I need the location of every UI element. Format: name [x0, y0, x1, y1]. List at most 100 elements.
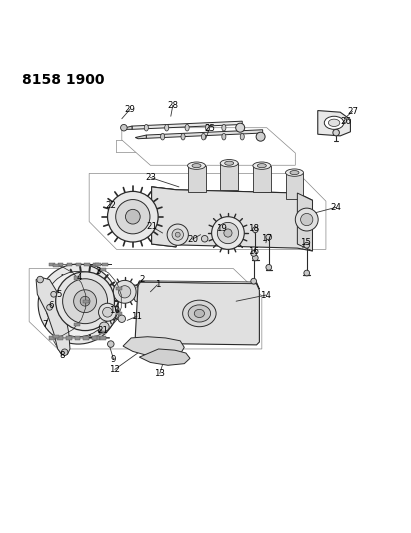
Text: 10: 10	[109, 306, 120, 315]
Ellipse shape	[201, 133, 206, 140]
Ellipse shape	[187, 162, 206, 169]
Bar	[49, 263, 55, 266]
Polygon shape	[36, 278, 70, 354]
Text: 17: 17	[261, 234, 272, 243]
Bar	[49, 336, 55, 340]
Text: 12: 12	[109, 365, 120, 374]
Ellipse shape	[222, 133, 226, 140]
Bar	[76, 263, 81, 266]
Circle shape	[99, 303, 116, 321]
Text: 4: 4	[77, 273, 83, 282]
Bar	[116, 287, 122, 290]
Text: 6: 6	[48, 301, 54, 310]
Ellipse shape	[222, 124, 226, 131]
Bar	[58, 336, 63, 340]
Text: 20: 20	[187, 235, 198, 244]
Circle shape	[201, 236, 208, 242]
Polygon shape	[123, 337, 184, 357]
Ellipse shape	[290, 171, 299, 175]
Circle shape	[80, 296, 90, 306]
Text: 7: 7	[43, 320, 48, 329]
Text: 3: 3	[96, 267, 101, 276]
Text: 15: 15	[300, 238, 311, 247]
Ellipse shape	[256, 132, 265, 141]
Bar	[74, 276, 80, 280]
Polygon shape	[89, 173, 326, 249]
Text: 21: 21	[146, 222, 157, 231]
Circle shape	[266, 234, 272, 240]
Text: 14: 14	[261, 290, 271, 300]
Text: 5: 5	[57, 290, 62, 299]
Bar	[95, 263, 101, 266]
Polygon shape	[135, 135, 146, 139]
Text: 8: 8	[59, 351, 65, 360]
Ellipse shape	[185, 124, 189, 131]
Circle shape	[175, 232, 180, 237]
Circle shape	[99, 322, 109, 332]
Bar	[116, 312, 122, 315]
Ellipse shape	[182, 300, 216, 327]
Circle shape	[47, 304, 53, 310]
Circle shape	[51, 292, 56, 297]
Circle shape	[37, 276, 44, 283]
Circle shape	[251, 278, 256, 284]
Circle shape	[118, 315, 125, 322]
Bar	[83, 300, 89, 303]
Text: 21: 21	[97, 327, 108, 335]
Circle shape	[103, 308, 113, 317]
Circle shape	[333, 130, 339, 136]
Polygon shape	[253, 166, 271, 192]
Polygon shape	[122, 128, 296, 165]
Polygon shape	[286, 173, 303, 199]
Text: 11: 11	[132, 312, 143, 321]
Bar	[95, 336, 100, 340]
Text: 28: 28	[167, 101, 178, 110]
Text: 29: 29	[125, 105, 135, 114]
Circle shape	[120, 124, 127, 131]
Bar	[100, 336, 106, 340]
Polygon shape	[152, 187, 312, 251]
Polygon shape	[297, 193, 312, 251]
Ellipse shape	[286, 169, 303, 176]
Circle shape	[304, 270, 309, 276]
Circle shape	[217, 222, 238, 244]
Bar	[83, 336, 89, 340]
Polygon shape	[146, 130, 263, 139]
Circle shape	[172, 229, 183, 240]
Polygon shape	[152, 187, 312, 205]
Circle shape	[55, 272, 115, 330]
Circle shape	[118, 286, 131, 298]
Circle shape	[167, 224, 188, 245]
Text: 23: 23	[145, 173, 156, 182]
Polygon shape	[187, 166, 206, 192]
Bar	[74, 336, 80, 340]
Ellipse shape	[188, 305, 210, 322]
Ellipse shape	[161, 133, 165, 140]
Ellipse shape	[328, 119, 340, 126]
Polygon shape	[139, 349, 190, 365]
Bar	[100, 331, 106, 334]
Bar	[53, 264, 59, 267]
Polygon shape	[138, 281, 259, 289]
Polygon shape	[318, 110, 351, 136]
Ellipse shape	[253, 162, 271, 169]
Circle shape	[113, 280, 136, 303]
Bar	[58, 263, 63, 266]
Circle shape	[38, 264, 118, 344]
Ellipse shape	[220, 159, 238, 167]
Ellipse shape	[194, 309, 205, 318]
Circle shape	[74, 290, 97, 313]
Ellipse shape	[324, 116, 344, 130]
Ellipse shape	[225, 161, 234, 165]
Text: 2: 2	[139, 275, 145, 284]
Text: 26: 26	[341, 117, 352, 126]
Text: 18: 18	[248, 224, 259, 233]
Circle shape	[62, 279, 108, 324]
Bar	[84, 263, 90, 266]
Ellipse shape	[236, 123, 245, 132]
Text: 25: 25	[204, 124, 215, 133]
Bar	[92, 336, 97, 340]
Polygon shape	[132, 121, 242, 130]
Bar	[100, 268, 106, 271]
Text: 8158 1900: 8158 1900	[22, 72, 104, 86]
